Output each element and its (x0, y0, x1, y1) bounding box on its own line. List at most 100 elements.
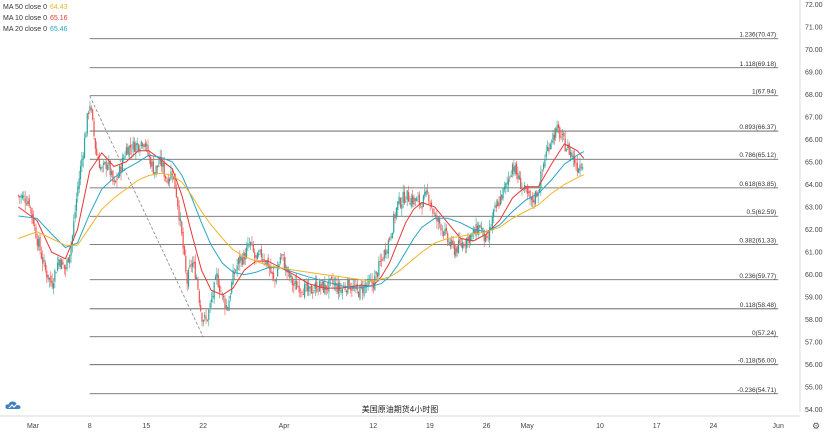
candle-body (227, 307, 229, 310)
candle-body (571, 152, 573, 157)
candle-body (24, 198, 26, 204)
candle-body (169, 178, 171, 182)
candle-body (108, 161, 110, 165)
candle-body (331, 277, 333, 279)
candle-body (194, 261, 196, 279)
candle-body (109, 160, 111, 176)
candle-body (509, 176, 511, 178)
candle-body (124, 155, 126, 158)
moving-averages (18, 143, 585, 296)
candle-body (245, 247, 248, 259)
candle-body (186, 272, 188, 284)
candle-body (295, 281, 298, 290)
candle-body (520, 177, 522, 189)
candle-body (479, 225, 481, 228)
candle-body (440, 224, 442, 231)
candle-body (151, 161, 153, 167)
legend-value: 65.46 (49, 26, 68, 33)
candle-body (532, 195, 534, 203)
candle-body (351, 287, 353, 291)
candle-body (96, 148, 98, 156)
candle-body (236, 265, 238, 271)
candle-body (515, 163, 518, 175)
candle-body (399, 198, 402, 208)
candle-body (102, 163, 105, 165)
candle-body (382, 258, 384, 261)
candle-body (505, 183, 507, 189)
candle-body (166, 180, 168, 182)
candle-body (389, 237, 391, 240)
candle-body (244, 253, 246, 260)
candle-body (545, 151, 547, 158)
fibonacci-levels: 1.236(70.47) 1.118(69.18) 1(67.94) 0.893(66… (89, 32, 779, 395)
candle-body (202, 320, 204, 322)
candle-body (193, 261, 195, 264)
candle-body (395, 207, 398, 218)
candle-body (54, 270, 56, 282)
settings-gear-icon[interactable]: ⚙ (812, 421, 821, 431)
candle-body (548, 148, 550, 152)
legend-item-ma10[interactable]: MA 10 close 0 65.16 (3, 13, 68, 24)
candle-body (229, 295, 231, 299)
candle-body (69, 254, 71, 264)
candle-body (104, 162, 106, 164)
x-tick-label: 12 (369, 423, 377, 430)
candle-body (256, 252, 258, 260)
candle-body (495, 204, 497, 208)
fib-level-label: 0(57.24) (752, 330, 776, 337)
candle-body (258, 253, 260, 256)
legend-item-ma20[interactable]: MA 20 close 0 65.46 (3, 24, 68, 35)
y-tick-label: 58.00 (805, 317, 823, 324)
candle-body (572, 155, 574, 160)
candle-body (73, 221, 75, 236)
candle-body (48, 277, 51, 280)
candle-body (283, 257, 285, 269)
x-tick-label: 26 (483, 423, 491, 430)
candle-body (150, 157, 152, 168)
candle-body (264, 262, 267, 264)
candle-body (209, 303, 211, 308)
candle-body (525, 187, 527, 189)
candle-body (533, 200, 535, 203)
candle-body (266, 260, 268, 266)
candle-body (363, 284, 365, 296)
candle-body (112, 170, 114, 182)
candle-body (50, 275, 52, 283)
candle-body (416, 198, 418, 202)
candle-body (463, 244, 465, 247)
candle-body (55, 272, 57, 274)
legend-item-ma50[interactable]: MA 50 close 0 64.43 (3, 2, 68, 13)
candle-body (56, 262, 59, 271)
candle-body (27, 200, 29, 205)
candle-body (163, 161, 165, 177)
candle-body (480, 227, 483, 230)
candle-body (340, 290, 342, 293)
candle-body (89, 105, 91, 112)
candle-body (40, 252, 42, 259)
candle-body (324, 283, 326, 294)
candle-body (20, 195, 22, 198)
candle-body (488, 227, 491, 240)
candle-body (401, 204, 403, 209)
candle-body (428, 194, 430, 202)
y-tick-label: 64.00 (805, 182, 823, 189)
ma-line (18, 172, 585, 282)
candle-body (328, 279, 330, 292)
candle-body (137, 144, 140, 151)
candle-body (514, 165, 516, 175)
candle-body (51, 280, 53, 287)
candle-body (182, 232, 184, 249)
y-tick-label: 61.00 (805, 250, 823, 257)
fib-level-label: 0.786(65.12) (739, 152, 776, 159)
candle-body (248, 244, 250, 246)
candle-body (178, 205, 180, 221)
x-tick-label: Mar (27, 423, 40, 430)
candle-body (437, 217, 439, 222)
candle-body (468, 235, 470, 244)
candle-body (317, 290, 319, 292)
x-tick-label: Jun (773, 423, 784, 430)
candle-body (88, 112, 90, 114)
candle-body (38, 238, 40, 247)
candle-body (85, 133, 87, 138)
